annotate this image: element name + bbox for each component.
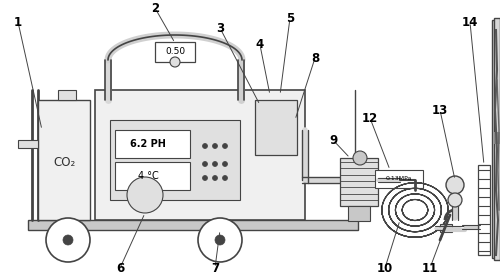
Circle shape: [127, 177, 163, 213]
Bar: [95, 90, 305, 220]
Text: 6.2 PH: 6.2 PH: [130, 139, 166, 149]
Text: 3: 3: [216, 22, 224, 34]
Bar: [440, 224, 452, 232]
Text: CO₂: CO₂: [53, 156, 75, 169]
Circle shape: [212, 176, 218, 181]
Text: 4 °C: 4 °C: [138, 171, 158, 181]
Text: 14: 14: [462, 15, 478, 28]
Circle shape: [222, 161, 228, 166]
Circle shape: [215, 235, 225, 245]
Text: 8: 8: [311, 52, 319, 65]
Bar: [478, 165, 490, 255]
Text: 2: 2: [151, 1, 159, 15]
Bar: [28, 220, 358, 230]
Bar: [255, 100, 297, 155]
Bar: [115, 162, 190, 190]
Text: 0.13MPa: 0.13MPa: [386, 176, 412, 182]
Bar: [155, 42, 195, 62]
Circle shape: [202, 144, 207, 148]
Circle shape: [202, 176, 207, 181]
Bar: [38, 100, 90, 220]
Text: 0.50: 0.50: [165, 47, 185, 57]
Bar: [58, 90, 76, 100]
Bar: [494, 18, 500, 260]
Bar: [115, 130, 190, 158]
Text: 13: 13: [432, 104, 448, 116]
Circle shape: [446, 176, 464, 194]
Text: 4: 4: [256, 38, 264, 52]
Text: 6: 6: [116, 261, 124, 275]
Bar: [494, 132, 500, 144]
Circle shape: [222, 176, 228, 181]
Circle shape: [353, 151, 367, 165]
Circle shape: [212, 161, 218, 166]
Bar: [492, 20, 498, 258]
Text: 7: 7: [211, 261, 219, 275]
Text: 9: 9: [329, 134, 337, 147]
Bar: [340, 158, 378, 206]
Text: 5: 5: [286, 12, 294, 25]
Bar: [18, 140, 38, 148]
Circle shape: [170, 57, 180, 67]
Bar: [348, 206, 370, 221]
Circle shape: [448, 193, 462, 207]
Circle shape: [46, 218, 90, 262]
Circle shape: [222, 144, 228, 148]
Circle shape: [202, 161, 207, 166]
Circle shape: [198, 218, 242, 262]
Text: 12: 12: [362, 112, 378, 124]
Text: 1: 1: [14, 15, 22, 28]
Text: 10: 10: [377, 261, 393, 275]
Circle shape: [212, 144, 218, 148]
Text: 11: 11: [422, 261, 438, 275]
Circle shape: [63, 235, 73, 245]
Bar: [110, 120, 240, 200]
Polygon shape: [496, 22, 500, 256]
Bar: [375, 170, 423, 188]
